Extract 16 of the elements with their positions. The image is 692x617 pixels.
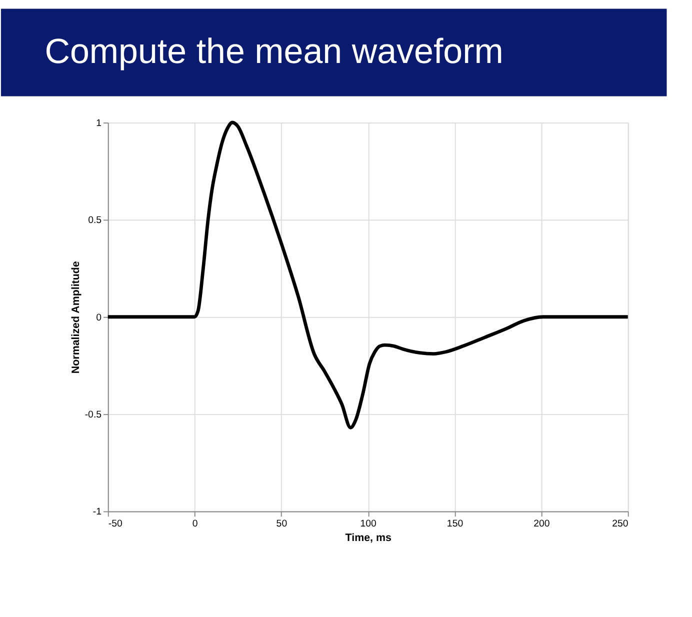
x-tick-label: 100 [360,518,378,530]
y-tick-label: -1 [92,506,102,518]
x-tick-label: 150 [446,518,464,530]
x-tick-label: 250 [612,518,629,530]
chart-title: Compute the mean waveform [44,32,504,72]
x-tick-label: 200 [534,518,550,530]
x-tick-label: 50 [276,518,288,530]
y-axis-title: Normalized Amplitude [70,261,82,374]
y-tick-label: 1 [96,118,102,129]
y-tick-label: 0 [96,312,102,324]
x-tick-label: -50 [108,518,123,530]
y-tick-label: -0.5 [84,409,102,420]
x-axis-title: Time, ms [345,532,392,544]
x-tick-label: 0 [192,518,198,530]
y-tick-label: 0.5 [88,215,102,226]
line-series [106,120,630,430]
